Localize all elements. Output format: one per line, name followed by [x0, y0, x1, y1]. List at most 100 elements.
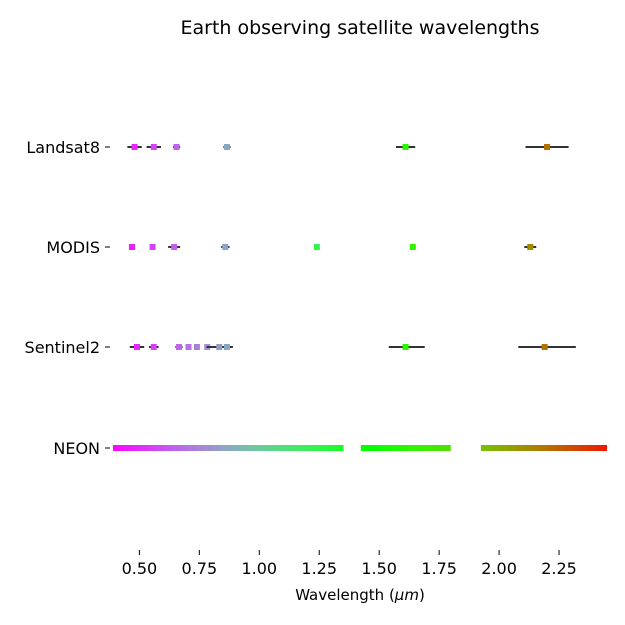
neon-spectrum-segment — [572, 445, 576, 451]
neon-spectrum-segment — [268, 445, 272, 451]
neon-spectrum-segment — [521, 445, 525, 451]
neon-spectrum-segment — [373, 445, 377, 451]
neon-spectrum-segment — [496, 445, 500, 451]
neon-spectrum-segment — [281, 445, 285, 451]
band-center-marker — [544, 144, 551, 150]
neon-spectrum-segment — [233, 445, 237, 451]
neon-spectrum-segment — [220, 445, 224, 451]
neon-spectrum-segment — [432, 445, 436, 451]
neon-spectrum-segment — [276, 445, 280, 451]
neon-spectrum-segment — [189, 445, 193, 451]
neon-spectrum-segment — [212, 445, 216, 451]
neon-spectrum-segment — [595, 445, 599, 451]
neon-spectrum-segment — [263, 445, 267, 451]
neon-spectrum-segment — [411, 445, 416, 451]
neon-spectrum-segment — [151, 445, 155, 451]
neon-spectrum-segment — [394, 445, 398, 451]
neon-spectrum-segment — [235, 445, 239, 451]
neon-spectrum-segment — [422, 445, 426, 451]
neon-spectrum-segment — [297, 445, 301, 451]
x-axis-label-text: Wavelength ( — [295, 586, 395, 604]
neon-spectrum-segment — [570, 445, 574, 451]
neon-spectrum-segment — [131, 445, 135, 451]
neon-spectrum-segment — [424, 445, 428, 451]
neon-spectrum-segment — [248, 445, 252, 451]
neon-spectrum-segment — [590, 445, 594, 451]
x-axis-label: Wavelength (μm) — [295, 586, 425, 604]
neon-spectrum-segment — [427, 445, 431, 451]
neon-spectrum-segment — [603, 445, 607, 451]
neon-spectrum-segment — [258, 445, 262, 451]
neon-spectrum-segment — [511, 445, 515, 451]
neon-spectrum-segment — [299, 445, 303, 451]
neon-spectrum-segment — [593, 445, 597, 451]
neon-spectrum-segment — [174, 445, 178, 451]
neon-spectrum-segment — [291, 445, 295, 451]
band-center-marker — [150, 344, 157, 350]
neon-spectrum-segment — [314, 445, 318, 451]
neon-spectrum-segment — [488, 445, 492, 451]
neon-spectrum-segment — [133, 445, 137, 451]
neon-spectrum-segment — [547, 445, 551, 451]
neon-spectrum-segment — [159, 445, 163, 451]
neon-spectrum-segment — [532, 445, 536, 451]
neon-spectrum-segment — [516, 445, 520, 451]
neon-spectrum-segment — [202, 445, 206, 451]
neon-spectrum-segment — [575, 445, 579, 451]
neon-spectrum-segment — [383, 445, 387, 451]
y-tick-label: NEON — [53, 439, 100, 458]
neon-spectrum-segment — [253, 445, 257, 451]
band-center-marker — [223, 344, 230, 350]
x-tick-label: 0.50 — [122, 559, 158, 578]
band-center-marker — [131, 144, 138, 150]
x-axis-label-close: ) — [419, 586, 425, 604]
neon-spectrum-segment — [404, 445, 408, 451]
neon-spectrum-segment — [378, 445, 382, 451]
neon-spectrum-segment — [286, 445, 290, 451]
neon-spectrum-segment — [113, 445, 117, 451]
neon-spectrum-segment — [187, 445, 191, 451]
neon-spectrum-segment — [156, 445, 160, 451]
band-center-marker — [128, 244, 135, 250]
neon-spectrum-segment — [498, 445, 502, 451]
neon-spectrum-segment — [598, 445, 602, 451]
neon-spectrum-segment — [325, 445, 329, 451]
neon-spectrum-segment — [544, 445, 548, 451]
neon-spectrum-segment — [381, 445, 385, 451]
neon-spectrum-segment — [217, 445, 221, 451]
neon-spectrum-segment — [245, 445, 250, 451]
neon-spectrum-segment — [606, 445, 607, 451]
neon-spectrum-segment — [526, 445, 530, 451]
neon-spectrum-segment — [529, 445, 533, 451]
neon-spectrum-segment — [210, 445, 214, 451]
y-tick-label: Landsat8 — [26, 138, 100, 157]
x-tick-label: 1.50 — [361, 559, 397, 578]
neon-spectrum-segment — [340, 445, 344, 451]
neon-spectrum-segment — [580, 445, 584, 451]
band-center-marker — [402, 144, 409, 150]
chart-title: Earth observing satellite wavelengths — [180, 17, 539, 39]
neon-spectrum-segment — [396, 445, 400, 451]
neon-spectrum-segment — [179, 445, 183, 451]
neon-spectrum-segment — [125, 445, 129, 451]
neon-spectrum-segment — [445, 445, 449, 451]
neon-spectrum-segment — [225, 445, 229, 451]
neon-spectrum-segment — [215, 445, 219, 451]
neon-spectrum-segment — [256, 445, 260, 451]
neon-spectrum-segment — [491, 445, 495, 451]
neon-spectrum-segment — [182, 445, 186, 451]
neon-spectrum-segment — [251, 445, 255, 451]
neon-spectrum-segment — [414, 445, 418, 451]
neon-spectrum-segment — [243, 445, 247, 451]
band-center-marker — [409, 244, 416, 250]
neon-spectrum-segment — [567, 445, 571, 451]
band-center-marker — [149, 244, 156, 250]
neon-spectrum-segment — [493, 445, 497, 451]
neon-spectrum-segment — [205, 445, 209, 451]
neon-spectrum-segment — [169, 445, 173, 451]
x-tick-label: 1.00 — [241, 559, 277, 578]
neon-spectrum-segment — [557, 445, 561, 451]
neon-spectrum-segment — [429, 445, 433, 451]
x-tick-label: 2.25 — [541, 559, 577, 578]
neon-spectrum-segment — [583, 445, 587, 451]
